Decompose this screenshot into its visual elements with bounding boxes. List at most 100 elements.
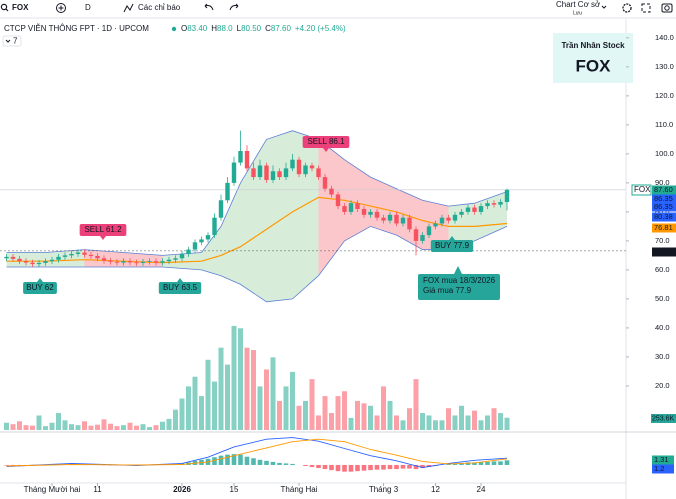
candle-body	[283, 168, 289, 178]
volume-bar	[244, 347, 250, 430]
y-tick-label: 40.0	[655, 323, 670, 332]
volume-bar	[426, 415, 432, 430]
volume-bar	[504, 417, 510, 430]
volume-bar	[192, 376, 198, 430]
indicators-icon	[123, 3, 134, 13]
settings-button[interactable]	[622, 3, 632, 13]
fullscreen-button[interactable]	[641, 3, 651, 13]
snapshot-button[interactable]	[661, 3, 673, 13]
y-tick-label: 70.0	[655, 236, 670, 245]
candle-body	[335, 194, 341, 207]
y-tick-label: 100.0	[655, 149, 674, 158]
candle-body	[49, 259, 55, 262]
candle-body	[153, 261, 159, 263]
candle-body	[309, 165, 315, 169]
volume-bar	[62, 420, 68, 430]
volume-bar	[23, 425, 29, 430]
save-label[interactable]: Lưu	[573, 10, 582, 16]
volume-bar	[82, 421, 87, 430]
macd-histogram-bar	[413, 464, 419, 470]
candle-body	[82, 252, 87, 255]
compare-button[interactable]	[56, 3, 66, 13]
layout-dropdown[interactable]	[601, 5, 607, 9]
candle-body	[121, 261, 126, 263]
candle-body	[257, 165, 263, 178]
macd-histogram-bar	[374, 464, 380, 470]
plot-area: Tháng Mười hai 11 2026 15 Tháng Hai Tháng 3 12…	[0, 130, 626, 494]
volume-bar	[238, 328, 243, 430]
x-tick-label: 12	[431, 485, 440, 494]
volume-bar	[127, 422, 133, 430]
macd-histogram-bar	[238, 454, 243, 465]
macd-histogram-bar	[10, 464, 16, 466]
macd-histogram-bar	[465, 462, 471, 465]
last-value-label: 87.60	[654, 185, 673, 194]
last-value-label: 80.38	[654, 212, 673, 221]
interval-button[interactable]: D	[85, 3, 91, 12]
ohlc-value: 87.60	[271, 24, 292, 33]
undo-button[interactable]	[204, 3, 214, 11]
indicators-button[interactable]: Các chỉ báo	[138, 3, 181, 12]
volume-bar	[491, 408, 497, 430]
macd-histogram-bar	[348, 464, 354, 472]
volume-bar	[322, 396, 328, 430]
band-lower	[6, 225, 508, 303]
last-value-label: 66.56	[654, 247, 673, 256]
volume-bar	[153, 425, 159, 430]
macd-histogram-bar	[387, 464, 393, 470]
callout-text: Giá mua 77.9	[423, 286, 472, 295]
volume-bar	[114, 426, 120, 430]
watermark-box	[553, 33, 633, 83]
macd-histogram-bar	[231, 454, 237, 465]
candle-body	[355, 203, 360, 209]
macd-histogram-bar	[244, 456, 250, 465]
macd-histogram-bar	[400, 464, 406, 469]
volume-bar	[413, 379, 419, 430]
macd-histogram-bar	[251, 458, 256, 465]
macd-histogram-bar	[277, 462, 282, 465]
last-value-box	[652, 464, 674, 474]
redo-button[interactable]	[229, 3, 239, 11]
signal-arrow	[177, 278, 183, 282]
last-value-label: 86.35	[654, 202, 673, 211]
volume-bar	[309, 379, 315, 430]
layout-name[interactable]: Chart Cơ sở	[556, 0, 601, 9]
candle-body	[238, 150, 243, 163]
symbol-search[interactable]: FOX	[12, 3, 29, 12]
candle-body	[10, 256, 16, 259]
ohlc-key: H	[211, 24, 217, 33]
candle-body	[218, 200, 224, 218]
ohlc-key: L	[237, 24, 242, 33]
collapse-button[interactable]	[2, 35, 22, 47]
volume-bar	[56, 413, 61, 430]
y-tick-label: 120.0	[655, 91, 674, 100]
macd-histogram-bar	[361, 464, 367, 471]
volume-bar	[147, 427, 152, 430]
candle-body	[433, 223, 438, 227]
candle-body	[173, 258, 178, 260]
macd-histogram-bar	[309, 464, 315, 468]
volume-bar	[277, 400, 282, 430]
last-value-label: 1.31	[654, 455, 669, 464]
callout-text: FOX mua 18/3/2026	[423, 276, 496, 285]
macd-histogram-bar	[335, 464, 341, 472]
ohlc-key: C	[265, 24, 271, 33]
candle-body	[465, 207, 471, 212]
candle-body	[4, 256, 9, 259]
macd-histogram-bar	[218, 455, 224, 465]
candle-body	[199, 239, 204, 243]
search-icon[interactable]	[0, 3, 8, 11]
volume-bar	[173, 409, 178, 430]
macd-histogram-bar	[407, 464, 412, 469]
y-tick-label: 130.0	[655, 62, 674, 71]
macd-histogram-bar	[368, 464, 373, 471]
volume-bar	[459, 405, 464, 430]
volume-bar	[95, 424, 100, 430]
macd-histogram-bar	[355, 464, 360, 472]
macd-histogram-bar	[225, 454, 230, 465]
volume-bar	[329, 413, 334, 430]
band-fill	[344, 159, 371, 241]
macd-line	[6, 438, 508, 467]
volume-bar	[465, 415, 471, 430]
y-tick-label: 30.0	[655, 352, 670, 361]
